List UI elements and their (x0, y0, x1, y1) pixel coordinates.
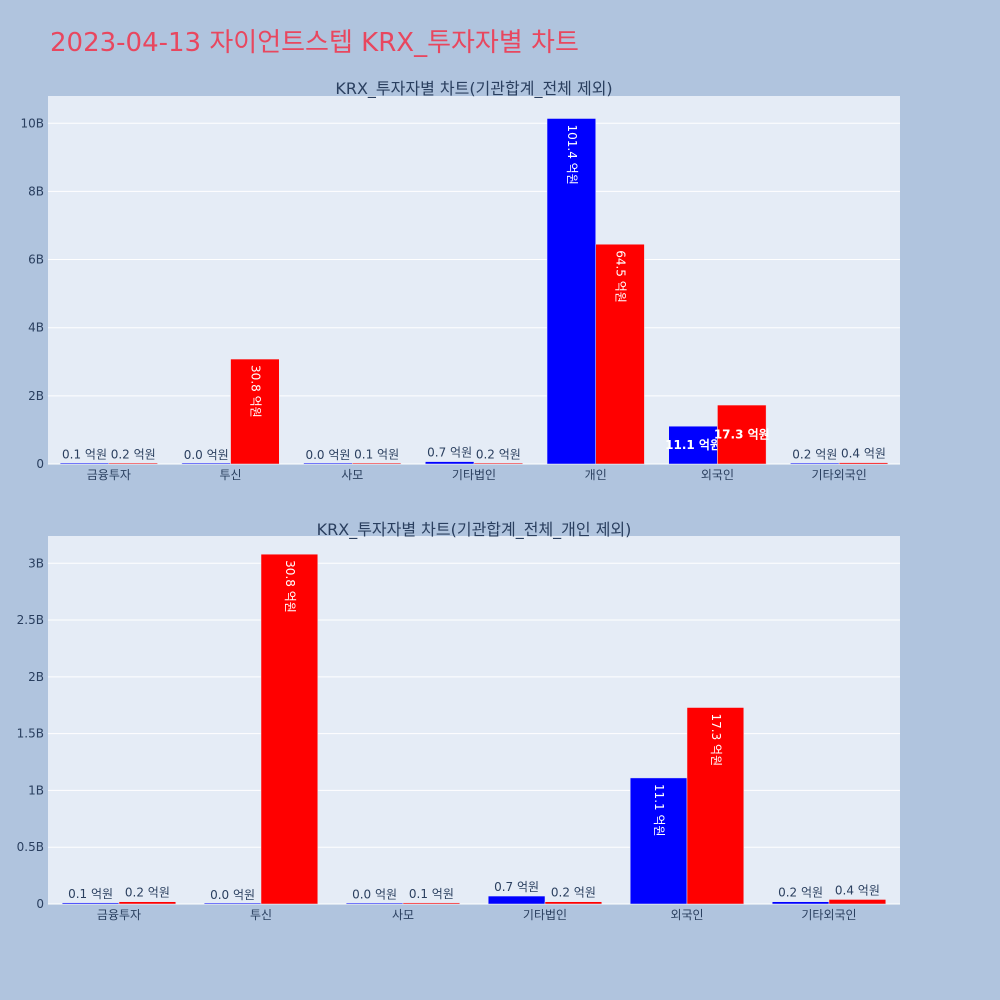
bar (473, 462, 523, 465)
bar (771, 901, 830, 905)
bar (352, 462, 402, 465)
y-tick-label: 2B (28, 670, 44, 684)
bar (345, 902, 404, 905)
plot-area (48, 536, 900, 904)
bar (629, 777, 688, 905)
x-tick-label: 투신 (250, 908, 272, 922)
data-label: 0.7 억원 (427, 446, 472, 460)
x-tick-label: 기타외국인 (801, 908, 856, 922)
x-tick-label: 금융투자 (87, 468, 131, 482)
page-title: 2023-04-13 자이언트스텝 KRX_투자자별 차트 (50, 28, 579, 58)
x-tick-label: 외국인 (701, 468, 734, 482)
bar (546, 118, 596, 465)
x-tick-label: 개인 (585, 468, 607, 482)
bar (544, 901, 603, 905)
y-tick-label: 0.5B (17, 840, 44, 854)
y-tick-label: 2.5B (17, 613, 44, 627)
data-label: 0.0 억원 (305, 448, 350, 462)
data-label: 0.1 억원 (68, 887, 113, 901)
data-label: 0.2 억원 (778, 886, 823, 900)
data-label: 0.4 억원 (841, 447, 886, 461)
data-label: 0.2 억원 (125, 886, 170, 900)
data-label: 101.4 억원 (565, 124, 579, 184)
plot-area (48, 96, 900, 464)
data-label: 64.5 억원 (614, 250, 628, 303)
y-tick-label: 3B (28, 556, 44, 570)
x-tick-label: 기타외국인 (812, 468, 867, 482)
y-tick-label: 4B (28, 321, 44, 335)
bar (668, 425, 718, 465)
x-tick-label: 외국인 (670, 908, 703, 922)
data-label: 11.1 억원 (652, 784, 666, 837)
bar (203, 902, 262, 905)
y-tick-label: 8B (28, 184, 44, 198)
y-tick-label: 1B (28, 783, 44, 797)
bar (717, 404, 767, 465)
bar (790, 462, 840, 465)
y-tick-label: 1.5B (17, 727, 44, 741)
data-label: 0.2 억원 (551, 886, 596, 900)
bar (108, 462, 158, 465)
bar (181, 462, 231, 465)
bar (59, 462, 110, 465)
bar (838, 462, 889, 465)
data-label: 0.2 억원 (792, 447, 837, 461)
y-tick-label: 10B (20, 116, 44, 130)
x-tick-label: 투신 (220, 468, 242, 482)
bar (61, 902, 120, 905)
chart-1: KRX_투자자별 차트(기관합계_전체 제외) 0 2B 4B 6B 8B 10B 금융투자 0… (20, 79, 900, 482)
y-tick-label: 0 (36, 897, 44, 911)
bar (487, 895, 546, 905)
y-tick-label: 0 (36, 457, 44, 471)
x-tick-label: 기타법인 (523, 908, 567, 922)
data-label: 30.8 억원 (283, 560, 297, 613)
bar (686, 707, 745, 905)
bar (303, 462, 353, 465)
bar (425, 461, 475, 465)
x-tick-label: 금융투자 (97, 908, 141, 922)
data-label: 17.3 억원 (709, 714, 723, 767)
chart-title: KRX_투자자별 차트(기관합계_전체_개인 제외) (317, 520, 632, 540)
bar (595, 243, 645, 465)
x-tick-label: 사모 (392, 908, 414, 922)
chart-2: KRX_투자자별 차트(기관합계_전체_개인 제외) 0 0.5B 1B 1.5B 2B 2… (17, 520, 900, 922)
chart-title: KRX_투자자별 차트(기관합계_전체 제외) (335, 79, 612, 99)
x-tick-label: 사모 (341, 468, 363, 482)
bar (230, 358, 280, 465)
bar (828, 899, 887, 905)
bar (260, 553, 319, 905)
data-label: 17.3 억원 (714, 428, 770, 442)
bar (118, 901, 177, 905)
data-label: 30.8 억원 (248, 365, 262, 418)
data-label: 0.4 억원 (835, 883, 880, 897)
y-tick-label: 6B (28, 253, 44, 267)
data-label: 0.2 억원 (111, 447, 156, 461)
data-label: 0.0 억원 (184, 448, 229, 462)
data-label: 11.1 억원 (665, 438, 721, 452)
data-label: 0.0 억원 (210, 888, 255, 902)
data-label: 0.0 억원 (352, 888, 397, 902)
data-label: 0.1 억원 (409, 887, 454, 901)
data-label: 0.1 억원 (62, 448, 107, 462)
bar (402, 902, 461, 905)
data-label: 0.7 억원 (494, 880, 539, 894)
data-label: 0.2 억원 (476, 447, 521, 461)
data-label: 0.1 억원 (354, 448, 399, 462)
x-tick-label: 기타법인 (452, 468, 496, 482)
y-tick-label: 2B (28, 389, 44, 403)
